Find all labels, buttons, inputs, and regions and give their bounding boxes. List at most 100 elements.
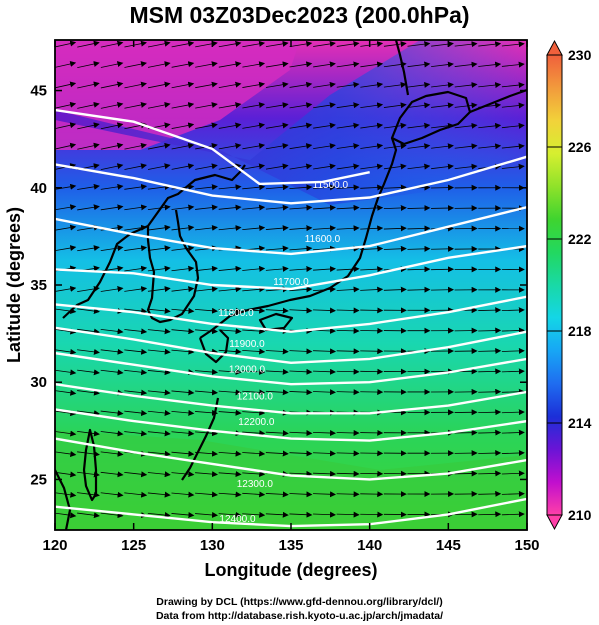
wind-vector xyxy=(77,81,100,89)
wind-vector xyxy=(407,143,431,150)
contour-line xyxy=(55,351,527,386)
wind-vector xyxy=(289,286,313,293)
x-axis-ticks: 120 125 130 135 140 145 150 xyxy=(42,40,540,554)
wind-vector xyxy=(147,307,171,314)
wind-vector xyxy=(100,369,124,376)
y-axis-ticks: 25 30 35 40 45 xyxy=(30,83,527,488)
wind-vector xyxy=(147,450,171,457)
wind-vector xyxy=(265,102,289,109)
wind-vector xyxy=(501,347,525,354)
wind-vector xyxy=(195,471,218,478)
chart-figure: 11800.0 11900.0 12000.0 12100.0 12200.0 12300… xyxy=(4,39,592,580)
wind-vector xyxy=(289,245,313,252)
wind-vector xyxy=(77,410,100,417)
wind-vector xyxy=(501,470,525,477)
wind-vector xyxy=(55,491,77,498)
wind-vector xyxy=(289,61,313,68)
contour-label: 12400.0 xyxy=(219,514,256,525)
wind-vector xyxy=(407,163,431,170)
wind-vector xyxy=(195,491,218,498)
wind-vector xyxy=(171,286,195,293)
wind-vector xyxy=(147,265,171,272)
wind-vector xyxy=(124,491,148,498)
wind-vector xyxy=(454,163,478,170)
wind-vector xyxy=(383,245,407,252)
contour-label: 11700.0 xyxy=(273,277,309,288)
contour-label: 11600.0 xyxy=(305,234,341,245)
wind-vector xyxy=(77,430,100,437)
wind-vector xyxy=(313,266,337,273)
wind-vector xyxy=(313,81,336,88)
x-tick-label: 145 xyxy=(436,537,461,554)
wind-vector xyxy=(171,348,195,355)
wind-vector xyxy=(55,183,77,190)
wind-vector xyxy=(383,163,407,170)
wind-vector xyxy=(55,285,77,292)
wind-vector xyxy=(124,265,148,272)
wind-vector xyxy=(478,347,502,354)
contour-label: 12100.0 xyxy=(237,392,274,403)
wind-vector xyxy=(55,204,77,211)
wind-vector xyxy=(478,82,502,89)
sakhalin-coastline xyxy=(394,40,410,96)
wind-vector xyxy=(383,122,407,129)
wind-vector xyxy=(501,61,525,68)
wind-vector xyxy=(336,307,360,314)
wind-vector xyxy=(407,122,431,129)
wind-vector xyxy=(55,245,77,252)
drawing-credit: Drawing by DCL (https://www.gfd-dennou.o… xyxy=(156,596,443,608)
wind-vector xyxy=(195,61,218,68)
wind-vector xyxy=(313,491,337,498)
contour-line xyxy=(55,108,370,186)
wind-vector xyxy=(55,451,77,457)
x-tick-label: 150 xyxy=(514,537,539,554)
wind-vector xyxy=(360,122,384,129)
contour-line xyxy=(55,244,527,291)
wind-vector xyxy=(171,224,195,231)
warm-region xyxy=(55,430,527,530)
wind-vector xyxy=(501,368,525,375)
wind-vector xyxy=(100,410,124,417)
wind-vector xyxy=(147,369,171,376)
wind-vector xyxy=(501,429,525,436)
wind-vector xyxy=(100,40,124,48)
wind-vector xyxy=(242,225,266,232)
plot-area: 11800.0 11900.0 12000.0 12100.0 12200.0 12300… xyxy=(55,40,527,530)
wind-vector xyxy=(218,368,242,375)
wind-vector xyxy=(77,512,100,519)
wind-vector xyxy=(147,471,171,478)
wind-vector xyxy=(313,450,337,457)
wind-vector xyxy=(171,307,195,314)
wind-vector xyxy=(195,122,218,129)
wind-vector xyxy=(77,61,100,68)
wind-vector xyxy=(265,348,289,355)
wind-vector xyxy=(55,224,77,231)
wind-vector xyxy=(336,429,360,436)
wind-vector xyxy=(313,389,337,396)
wind-vector xyxy=(265,389,289,396)
wind-vector xyxy=(147,328,171,335)
wind-vector xyxy=(501,511,525,518)
wind-vector xyxy=(501,327,525,334)
wind-vector xyxy=(336,122,360,129)
wind-vector xyxy=(336,204,360,211)
wind-vector xyxy=(242,81,266,88)
wind-vector xyxy=(313,204,337,211)
wind-vector xyxy=(195,369,218,376)
wind-vector xyxy=(218,40,242,48)
y-axis-label: Latitude (degrees) xyxy=(4,207,24,363)
wind-vector xyxy=(336,470,360,477)
wind-vector xyxy=(501,409,525,416)
wind-vector xyxy=(218,204,242,211)
wind-vector xyxy=(336,389,360,396)
wind-vector xyxy=(265,122,289,129)
wind-vector xyxy=(265,61,289,68)
wind-vector xyxy=(313,368,337,375)
wind-vector xyxy=(195,81,218,89)
contour-line xyxy=(55,383,527,415)
wind-vector xyxy=(195,286,218,293)
wind-vector xyxy=(265,225,289,232)
wind-vector xyxy=(431,163,454,170)
asia-coastline xyxy=(62,164,246,319)
wind-vector xyxy=(431,41,454,48)
